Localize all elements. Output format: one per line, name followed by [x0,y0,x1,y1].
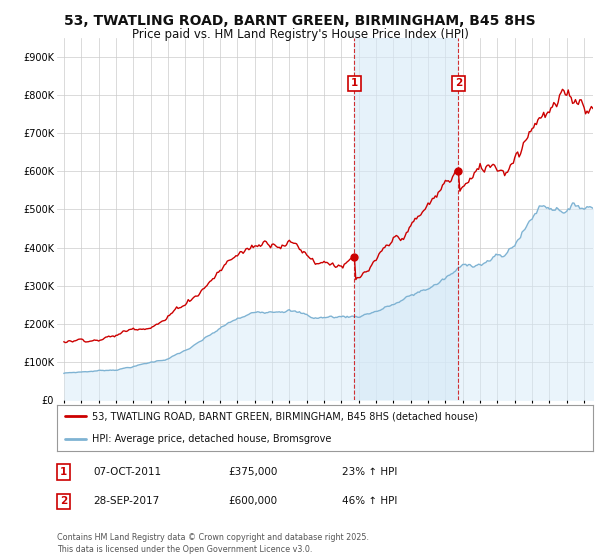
Text: 2: 2 [455,78,462,88]
Bar [355,38,458,400]
Text: 07-OCT-2011: 07-OCT-2011 [93,467,161,477]
Text: 1: 1 [351,78,358,88]
Text: 53, TWATLING ROAD, BARNT GREEN, BIRMINGHAM, B45 8HS: 53, TWATLING ROAD, BARNT GREEN, BIRMINGH… [64,14,536,28]
Text: 46% ↑ HPI: 46% ↑ HPI [342,496,397,506]
Text: 23% ↑ HPI: 23% ↑ HPI [342,467,397,477]
Text: 53, TWATLING ROAD, BARNT GREEN, BIRMINGHAM, B45 8HS (detached house): 53, TWATLING ROAD, BARNT GREEN, BIRMINGH… [92,412,478,421]
Text: HPI: Average price, detached house, Bromsgrove: HPI: Average price, detached house, Brom… [92,435,331,444]
Text: Price paid vs. HM Land Registry's House Price Index (HPI): Price paid vs. HM Land Registry's House … [131,28,469,41]
Text: £600,000: £600,000 [228,496,277,506]
Text: Contains HM Land Registry data © Crown copyright and database right 2025.
This d: Contains HM Land Registry data © Crown c… [57,533,369,554]
Text: £375,000: £375,000 [228,467,277,477]
Text: 28-SEP-2017: 28-SEP-2017 [93,496,159,506]
Text: 2: 2 [60,496,67,506]
Text: 1: 1 [60,467,67,477]
